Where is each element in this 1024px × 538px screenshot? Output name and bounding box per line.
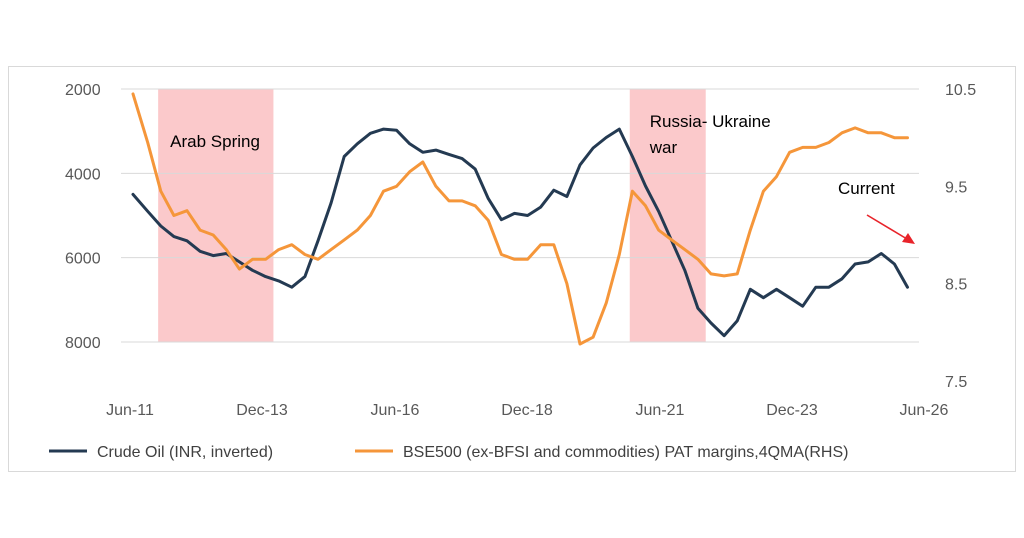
line-chart: 2000 4000 6000 8000 10.5 9.5 8.5 7.5 Jun-11 Dec… xyxy=(49,82,976,461)
gridlines xyxy=(121,88,919,343)
russia-ukraine-label-line-1: war xyxy=(649,138,678,157)
x-tick-label-0: Jun-11 xyxy=(106,402,154,419)
right-tick-label-2: 8.5 xyxy=(945,277,967,294)
x-tick-label-5: Dec-23 xyxy=(766,402,818,419)
left-tick-label-0: 2000 xyxy=(65,82,101,99)
shaded-period-1 xyxy=(629,89,706,342)
right-tick-label-1: 9.5 xyxy=(945,179,967,196)
legend-label-0: Crude Oil (INR, inverted) xyxy=(97,444,273,461)
right-tick-label-0: 10.5 xyxy=(945,82,976,99)
shaded-periods xyxy=(158,89,706,342)
series-line-1 xyxy=(131,92,909,346)
x-tick-label-4: Jun-21 xyxy=(636,402,685,419)
left-tick-label-1: 4000 xyxy=(65,166,101,183)
right-axis-ticks: 10.5 9.5 8.5 7.5 xyxy=(945,82,976,391)
current-label: Current xyxy=(838,179,895,198)
arab-spring-label: Arab Spring xyxy=(170,132,260,151)
x-tick-label-6: Jun-26 xyxy=(900,402,949,419)
right-tick-label-3: 7.5 xyxy=(945,374,967,391)
shaded-period-labels: Arab Spring Russia- Ukraine war xyxy=(170,112,771,157)
chart-frame: 2000 4000 6000 8000 10.5 9.5 8.5 7.5 Jun-11 Dec… xyxy=(8,66,1016,472)
left-tick-label-2: 6000 xyxy=(65,251,101,268)
left-tick-label-3: 8000 xyxy=(65,335,101,352)
x-tick-label-2: Jun-16 xyxy=(371,402,420,419)
left-axis-ticks: 2000 4000 6000 8000 xyxy=(65,82,101,352)
series-line-0 xyxy=(131,127,909,338)
legend: Crude Oil (INR, inverted) BSE500 (ex-BFSI… xyxy=(49,444,848,461)
current-annotation: Current xyxy=(838,179,915,244)
series-lines xyxy=(131,92,909,346)
x-tick-label-3: Dec-18 xyxy=(501,402,553,419)
current-arrow-head xyxy=(902,233,915,244)
x-axis-ticks: Jun-11 Dec-13 Jun-16 Dec-18 Jun-21 Dec-23 Jun-… xyxy=(106,402,948,419)
current-arrow-line xyxy=(866,214,908,240)
legend-label-1: BSE500 (ex-BFSI and commodities) PAT mar… xyxy=(403,444,848,461)
russia-ukraine-label-line-0: Russia- Ukraine xyxy=(650,112,771,131)
x-tick-label-1: Dec-13 xyxy=(236,402,288,419)
